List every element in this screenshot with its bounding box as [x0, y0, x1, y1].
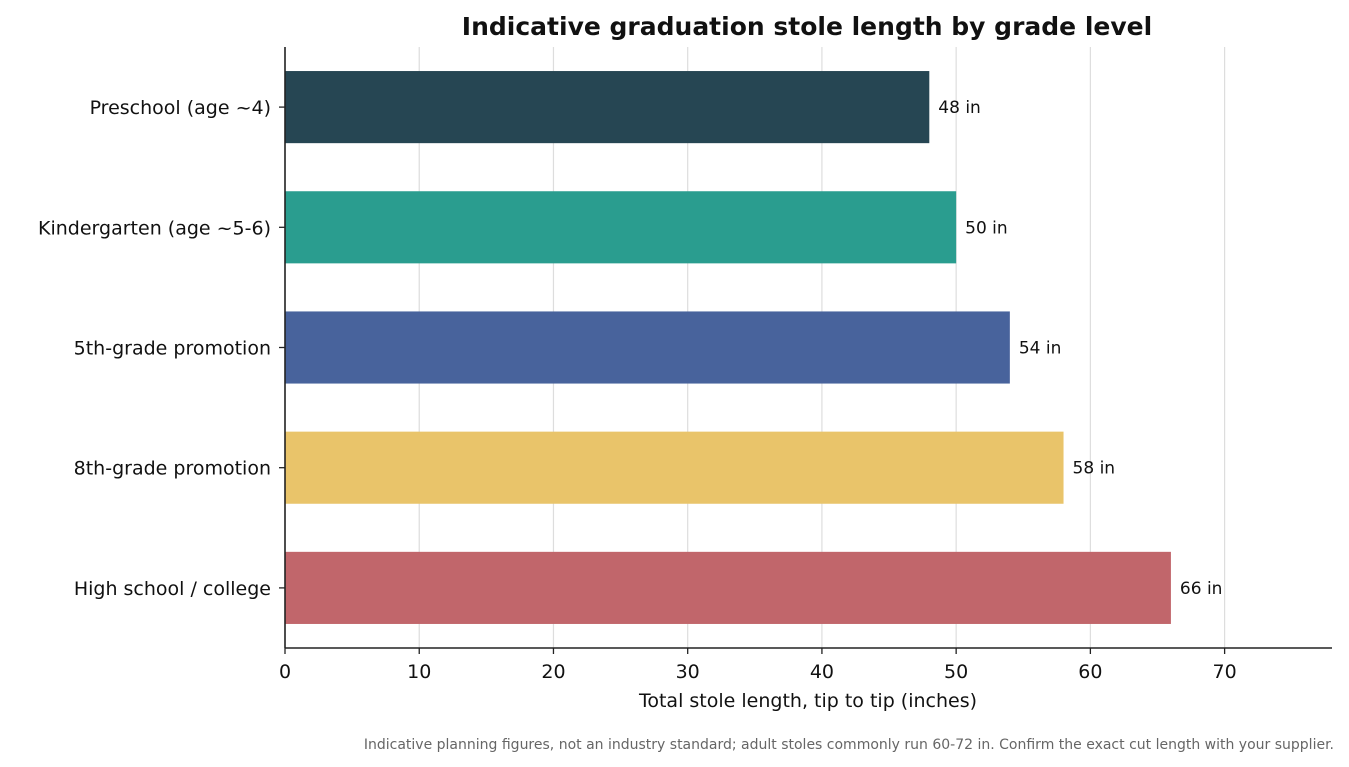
x-tick-label: 0 — [279, 661, 291, 683]
value-label: 48 in — [938, 98, 981, 118]
x-tick-label: 40 — [810, 661, 834, 683]
x-tick-label: 30 — [676, 661, 700, 683]
chart-title: Indicative graduation stole length by gr… — [462, 12, 1152, 41]
bar-3 — [285, 311, 1010, 384]
bars — [285, 71, 1171, 624]
footnote: Indicative planning figures, not an indu… — [364, 737, 1334, 753]
value-label: 58 in — [1073, 459, 1116, 479]
category-label: 5th-grade promotion — [74, 338, 271, 360]
x-tick-label: 60 — [1078, 661, 1102, 683]
x-tick-label: 70 — [1213, 661, 1237, 683]
category-label: Preschool (age ~4) — [90, 97, 271, 119]
category-label: High school / college — [74, 578, 271, 600]
x-tick-label: 20 — [541, 661, 565, 683]
x-axis-label: Total stole length, tip to tip (inches) — [638, 690, 977, 712]
x-tick-label: 50 — [944, 661, 968, 683]
value-label: 50 in — [965, 218, 1008, 238]
axes — [279, 47, 1332, 654]
value-label: 66 in — [1180, 579, 1223, 599]
bar-2 — [285, 191, 957, 264]
bar-1 — [285, 71, 930, 144]
bar-4 — [285, 431, 1064, 504]
labels: 0 10 20 30 40 50 60 70 Preschool (age ~4) 48 in Ki… — [38, 97, 1237, 683]
category-label: 8th-grade promotion — [74, 458, 271, 480]
value-label: 54 in — [1019, 339, 1062, 359]
category-label: Kindergarten (age ~5-6) — [38, 217, 271, 239]
bar-5 — [285, 551, 1171, 624]
x-tick-label: 10 — [407, 661, 431, 683]
